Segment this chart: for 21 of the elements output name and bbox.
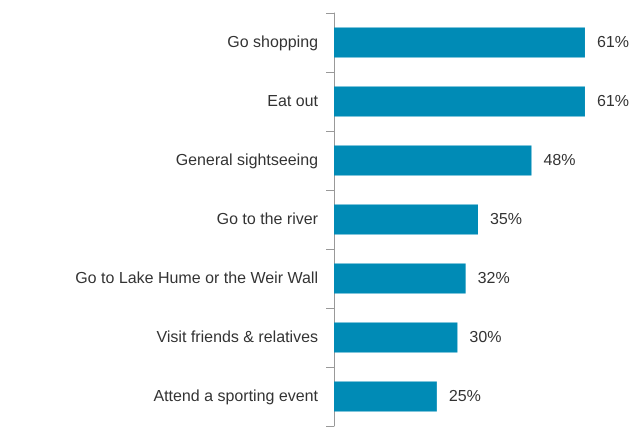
data-label: 25% xyxy=(448,388,481,405)
bar xyxy=(334,146,532,176)
y-tick-label: Go to Lake Hume or the Weir Wall xyxy=(75,270,318,287)
y-tick-label: Eat out xyxy=(267,93,319,110)
y-tick-label: Go to the river xyxy=(216,211,319,228)
data-label: 48% xyxy=(543,152,576,169)
y-tick-label: General sightseeing xyxy=(176,152,318,169)
y-tick-label: Go shopping xyxy=(227,34,318,51)
data-label: 61% xyxy=(596,93,630,110)
y-tick-label: Visit friends & relatives xyxy=(156,329,318,346)
bar xyxy=(334,322,458,352)
data-label: 30% xyxy=(469,329,502,346)
data-label: 35% xyxy=(490,211,522,228)
bar xyxy=(334,382,437,412)
bar xyxy=(334,264,466,294)
data-label: 32% xyxy=(478,270,510,287)
bar xyxy=(334,204,478,234)
data-label: 61% xyxy=(596,34,630,51)
y-tick-label: Attend a sporting event xyxy=(153,388,319,405)
bar xyxy=(334,86,585,116)
bar xyxy=(334,28,585,58)
